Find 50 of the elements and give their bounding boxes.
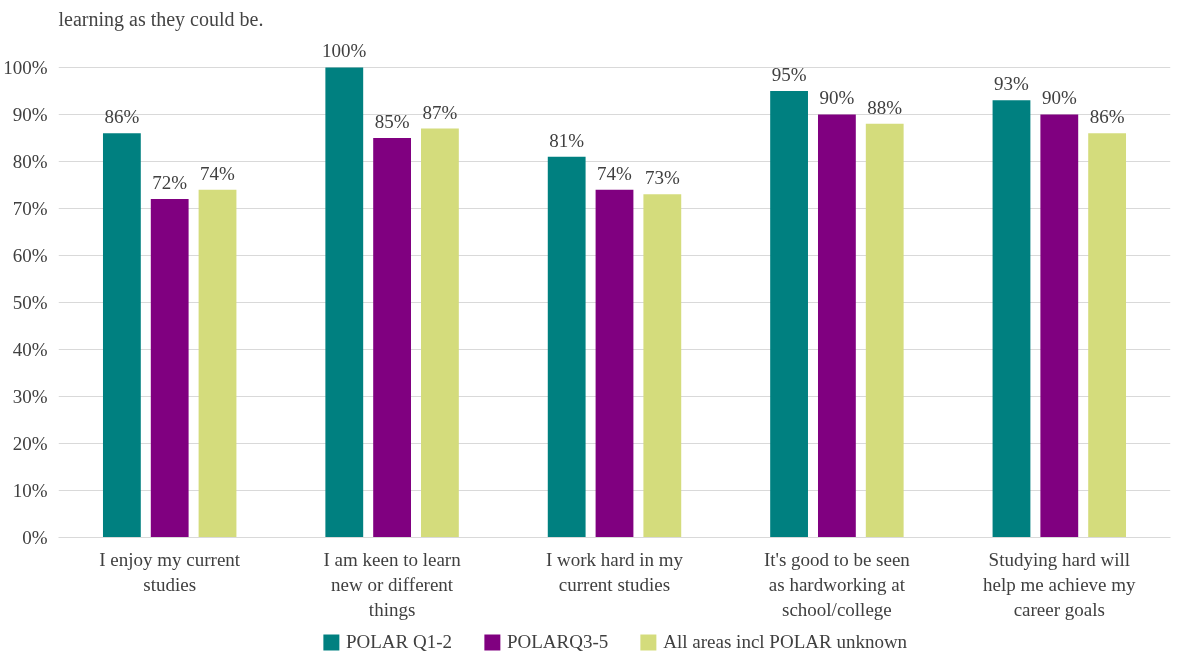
- bar: [1040, 114, 1079, 538]
- data-label: 86%: [104, 106, 140, 128]
- y-tick-label: 30%: [12, 385, 48, 407]
- data-label: 72%: [152, 172, 188, 194]
- bar: [865, 123, 904, 538]
- bar: [325, 67, 364, 538]
- data-label: 100%: [322, 40, 367, 62]
- bar: [595, 189, 634, 538]
- y-tick-label: 60%: [12, 244, 48, 266]
- legend-label: POLAR Q1-2: [345, 631, 452, 653]
- legend-label: POLARQ3-5: [506, 631, 609, 653]
- y-tick-label: 80%: [12, 150, 48, 172]
- bar: [102, 133, 141, 538]
- bar: [770, 90, 808, 538]
- bar: [992, 100, 1031, 538]
- x-tick-label: It's good to be seen as hardworking at school/college: [763, 548, 911, 620]
- data-label: 90%: [1041, 87, 1077, 109]
- y-tick-label: 0%: [22, 527, 48, 548]
- data-label: 90%: [819, 87, 855, 109]
- x-tick-label: I am keen to learn new or different things: [323, 548, 462, 620]
- y-tick-label: 70%: [12, 197, 48, 219]
- chart-title: learning as they could be.: [58, 7, 264, 31]
- bar: [643, 194, 682, 538]
- bar: [547, 156, 586, 538]
- bar: [818, 114, 856, 538]
- bar: [421, 128, 459, 538]
- x-tick-label: I work hard in my current studies: [545, 548, 684, 595]
- data-label: 95%: [771, 63, 807, 85]
- bar: [150, 199, 189, 538]
- data-label: 73%: [644, 167, 680, 189]
- x-tick-label: Studying hard will help me achieve my career goals: [983, 548, 1137, 620]
- x-tick-label: I enjoy my current studies: [99, 548, 241, 595]
- data-label: 93%: [994, 73, 1030, 95]
- bar: [1088, 133, 1127, 538]
- data-label: 74%: [597, 162, 633, 184]
- y-tick-label: 20%: [12, 432, 48, 454]
- data-label: 81%: [549, 129, 585, 151]
- y-tick-label: 50%: [12, 291, 48, 313]
- y-tick-label: 100%: [3, 56, 48, 78]
- y-tick-label: 40%: [12, 338, 48, 360]
- data-label: 85%: [374, 110, 410, 132]
- data-label: 74%: [200, 162, 236, 184]
- data-label: 86%: [1089, 106, 1125, 128]
- data-label: 87%: [422, 101, 458, 123]
- y-tick-label: 10%: [12, 479, 48, 501]
- data-label: 88%: [867, 96, 903, 118]
- legend-label: All areas incl POLAR unknown: [663, 631, 908, 653]
- bar: [198, 189, 237, 538]
- y-tick-label: 90%: [12, 103, 48, 125]
- bar: [373, 137, 411, 538]
